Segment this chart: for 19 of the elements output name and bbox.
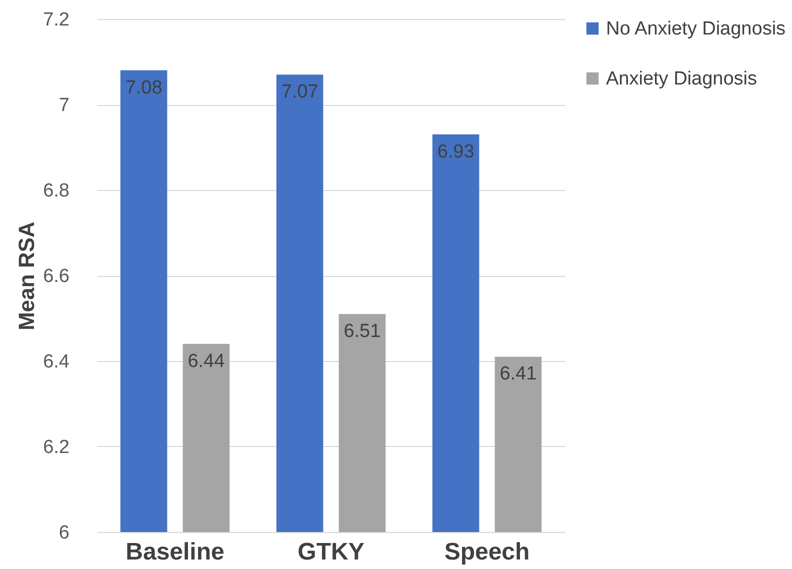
data-label: 6.51 [344,320,381,342]
y-tick-label: 7 [58,95,70,116]
y-tick-label: 6.4 [43,352,70,372]
y-tick-label: 6.2 [43,437,70,458]
data-label: 6.93 [437,141,474,162]
x-tick-label: Baseline [126,538,224,566]
data-label: 6.44 [188,350,226,372]
y-tick-label: 6 [58,522,70,544]
data-label: 7.07 [281,82,318,103]
y-tick-label: 6.8 [43,180,70,202]
x-tick-label: GTKY [298,538,364,566]
y-tick-label: 7.2 [43,10,70,30]
x-tick-label: Speech [444,538,530,566]
data-label: 7.08 [125,77,162,98]
data-label: 6.41 [500,364,537,385]
legend-label: No Anxiety Diagnosis [606,18,786,40]
y-axis-title: Mean RSA [14,221,40,330]
legend-label: Anxiety Diagnosis [606,68,758,90]
y-tick-label: 6.6 [43,266,70,287]
